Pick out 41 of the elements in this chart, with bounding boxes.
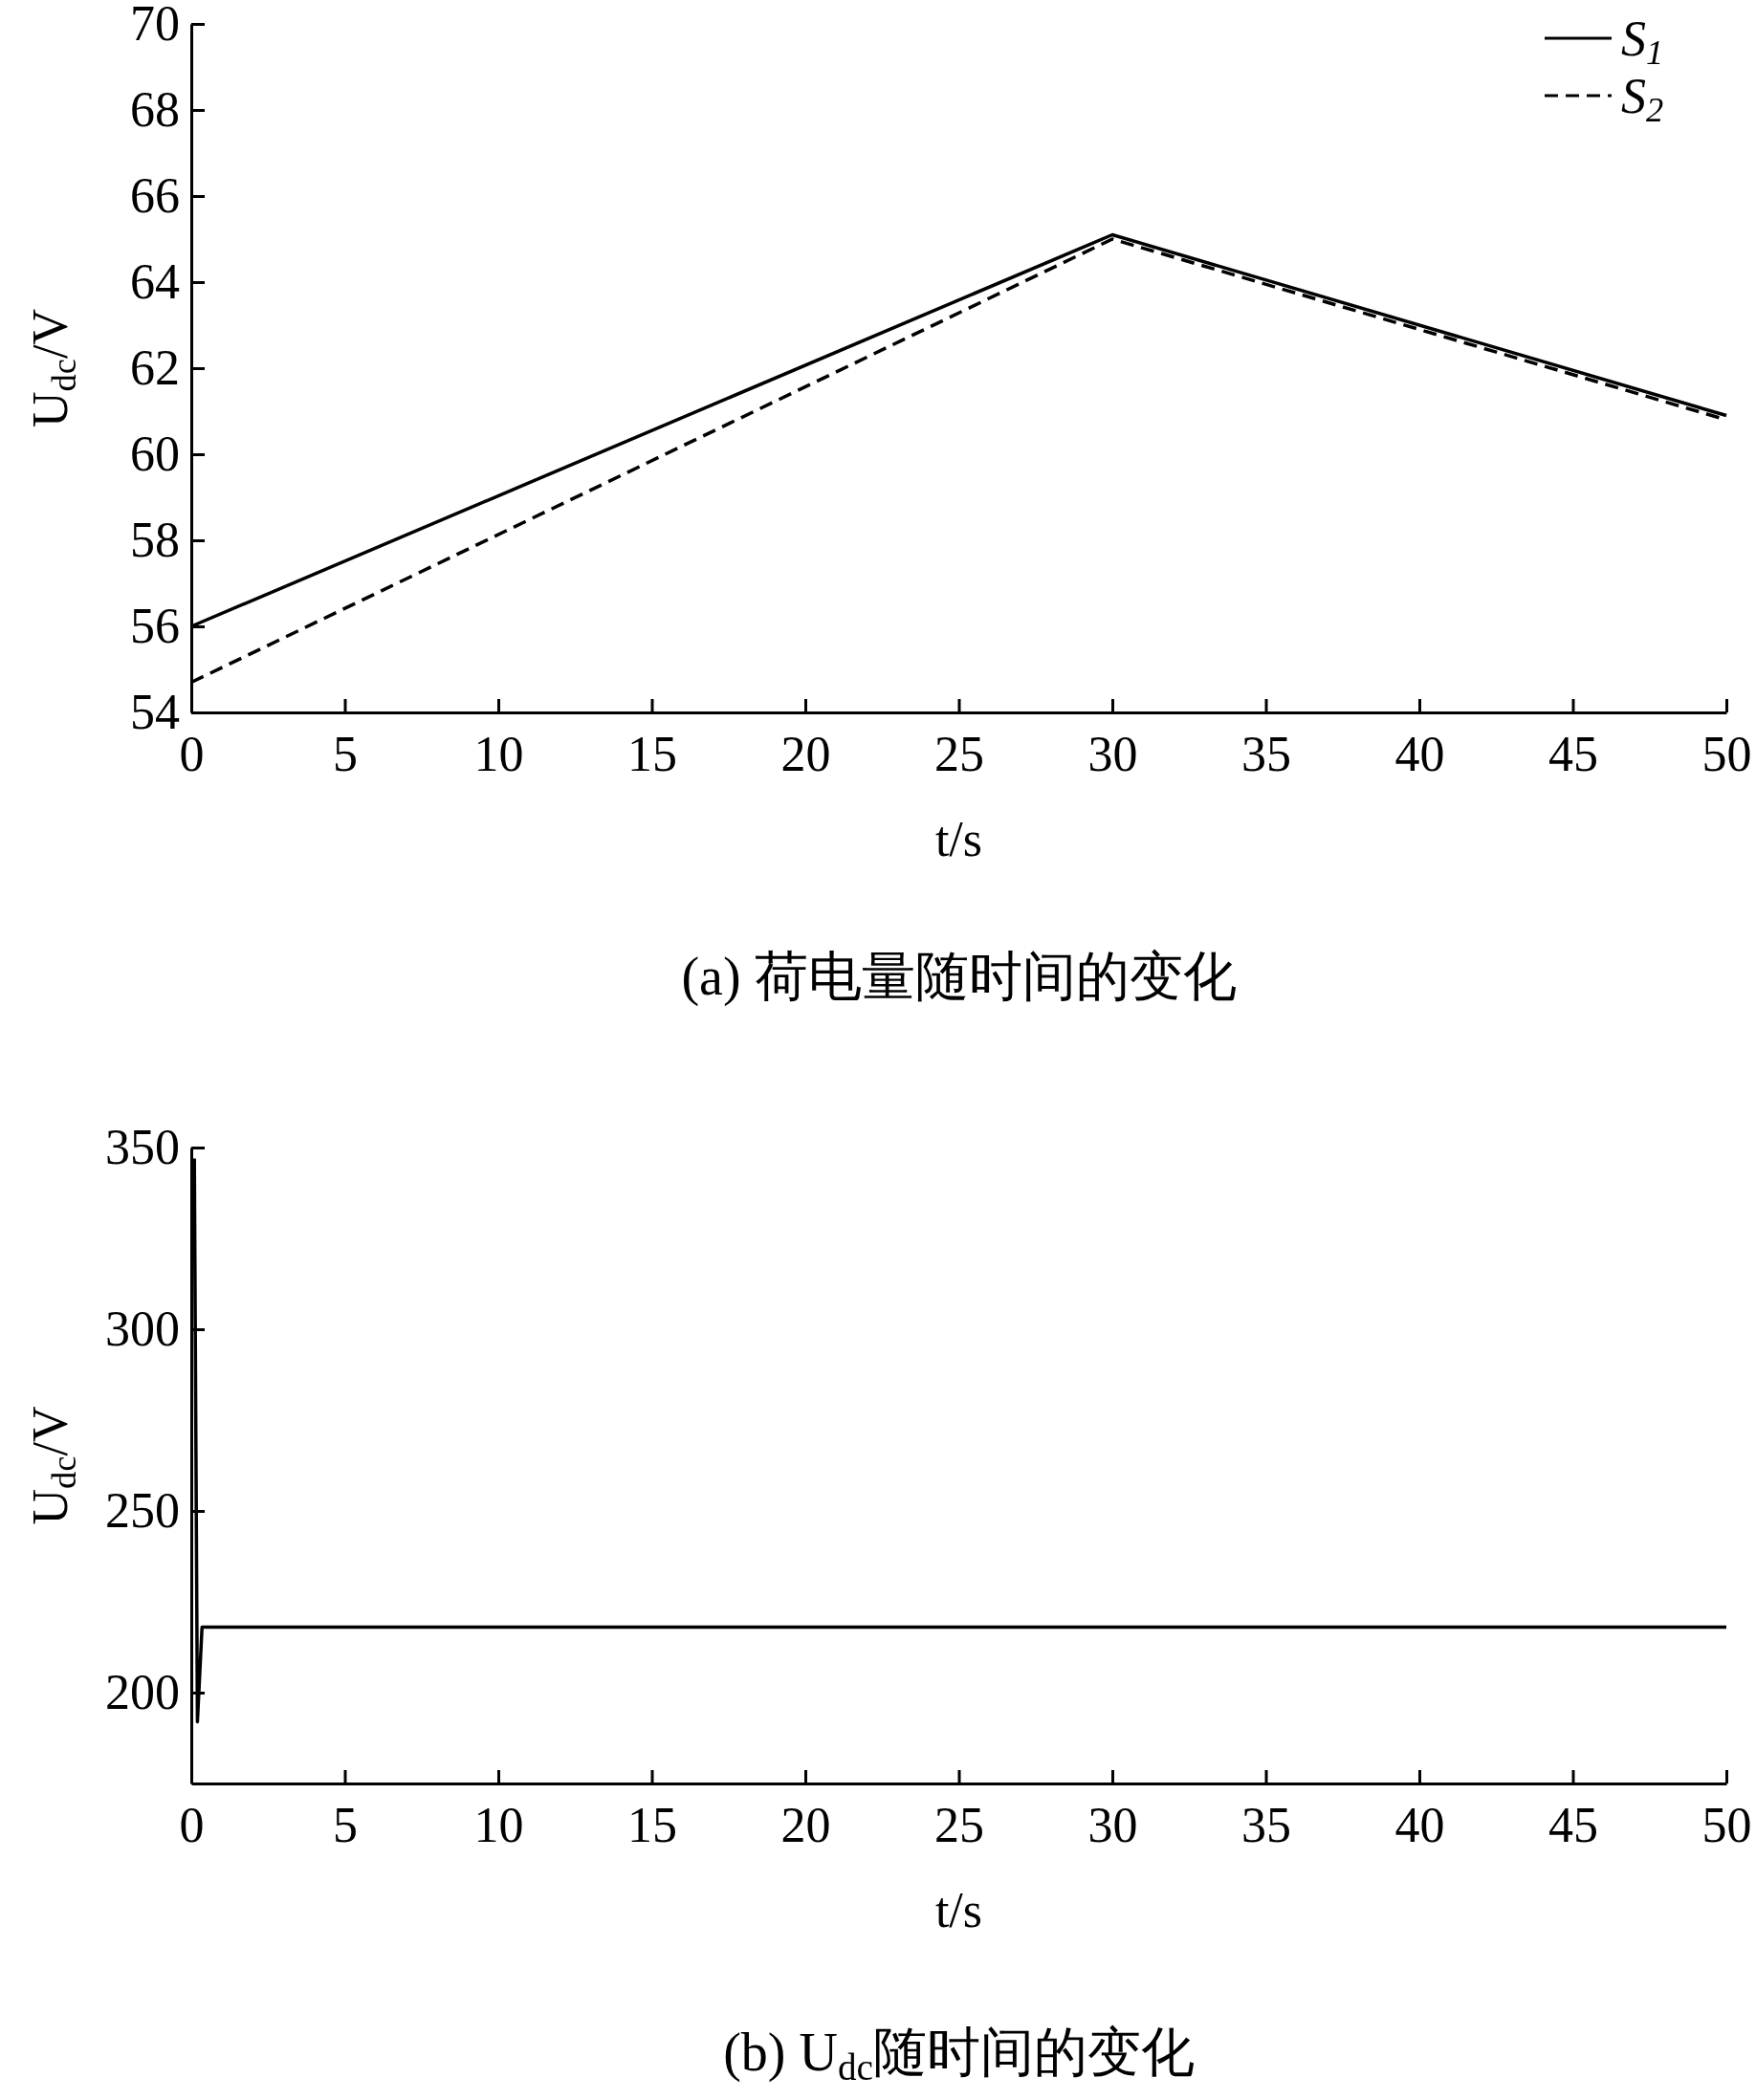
x-tick-label: 10: [473, 726, 524, 781]
x-tick-label: 20: [780, 726, 831, 781]
text: (a) 荷电量随时间的变化: [681, 947, 1237, 1007]
x-axis-title: t/s: [934, 812, 983, 866]
y-tick-label: 62: [130, 340, 180, 396]
x-tick-label: 50: [1701, 1797, 1752, 1852]
y-tick-label: 350: [105, 1120, 180, 1175]
x-tick-label: 0: [179, 1797, 205, 1852]
x-tick-label: 30: [1087, 1797, 1138, 1852]
x-tick-label: 45: [1548, 1797, 1598, 1852]
x-tick-label: 0: [179, 726, 205, 781]
y-tick-label: 54: [130, 685, 180, 740]
y-tick-label: 250: [105, 1483, 180, 1539]
x-tick-label: 10: [473, 1797, 524, 1852]
x-tick-label: 35: [1241, 726, 1291, 781]
text: (b) U$_{dc}$随时间的变化: [723, 2023, 1195, 2088]
y-tick-label: 300: [105, 1302, 180, 1357]
x-tick-label: 45: [1548, 726, 1598, 781]
x-tick-label: 35: [1241, 1797, 1291, 1852]
x-tick-label: 25: [934, 1797, 984, 1852]
x-tick-label: 5: [333, 1797, 358, 1852]
x-tick-label: 25: [934, 726, 984, 781]
x-tick-label: 50: [1701, 726, 1752, 781]
y-tick-label: 68: [130, 82, 180, 138]
x-tick-label: 20: [780, 1797, 831, 1852]
y-tick-label: 66: [130, 168, 180, 224]
x-tick-label: 15: [627, 1797, 677, 1852]
legend-label: S$_{1}$: [1621, 11, 1664, 72]
x-axis-title: t/s: [934, 1883, 983, 1937]
x-tick-label: 30: [1087, 726, 1138, 781]
x-tick-label: 40: [1394, 726, 1445, 781]
x-tick-label: 15: [627, 726, 677, 781]
y-tick-label: 70: [130, 0, 180, 52]
y-tick-label: 60: [130, 427, 180, 482]
legend-label: S$_{2}$: [1621, 69, 1664, 129]
y-tick-label: 200: [105, 1665, 180, 1720]
x-tick-label: 5: [333, 726, 358, 781]
y-tick-label: 64: [130, 254, 180, 310]
y-tick-label: 56: [130, 599, 180, 654]
y-tick-label: 58: [130, 513, 180, 568]
x-tick-label: 40: [1394, 1797, 1445, 1852]
